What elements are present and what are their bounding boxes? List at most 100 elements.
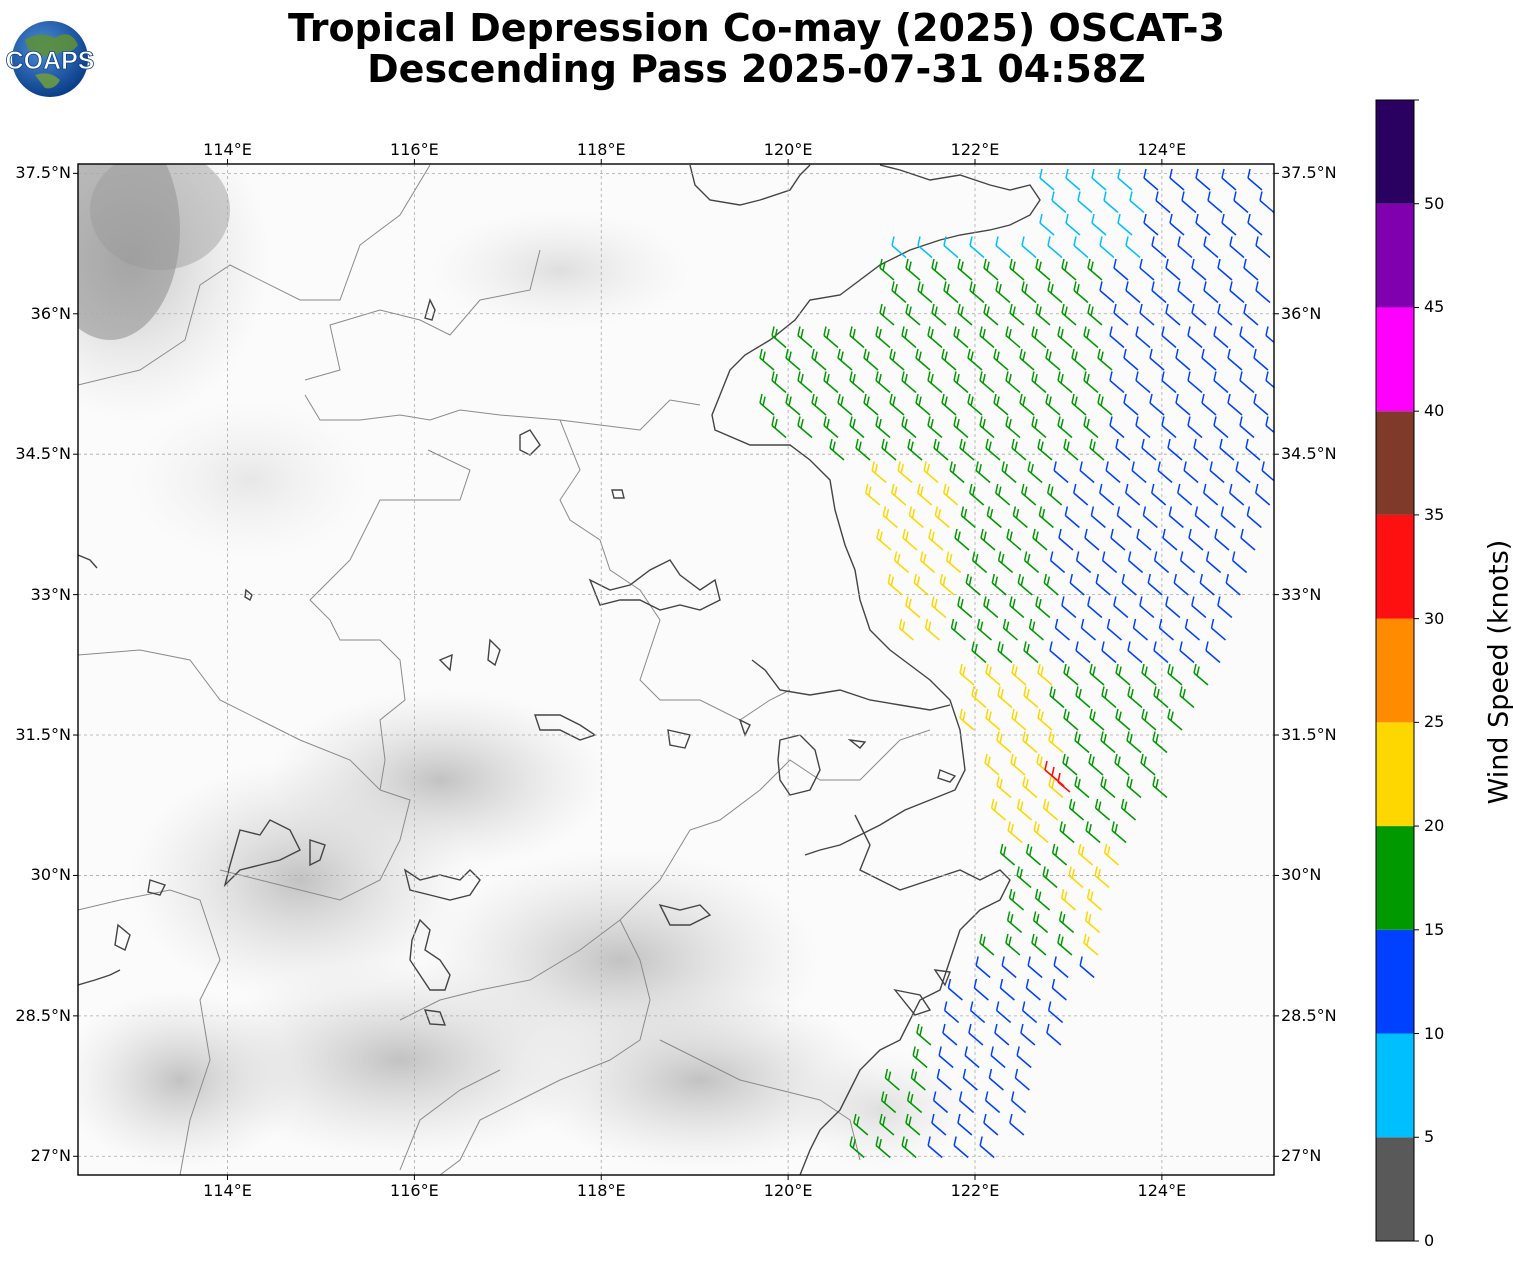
wind-barb [901,416,917,439]
wind-barb [947,978,963,1001]
wind-barb [1255,483,1271,506]
wind-barb [1009,1113,1025,1136]
wind-barb [797,326,813,349]
wind-barb [1173,573,1189,596]
lat-tick-label-right: 37.5°N [1281,163,1337,183]
wind-barb [871,461,887,484]
wind-barb [1073,236,1089,259]
wind-barb [1087,258,1103,281]
wind-barb [875,326,891,349]
wind-barb [1179,686,1195,709]
wind-barb [999,843,1016,866]
wind-barb [1058,911,1075,934]
wind-barb [957,303,973,326]
wind-barb [927,1136,943,1159]
wind-barb [913,573,929,596]
wind-barb [1191,258,1207,281]
wind-barb [1117,213,1133,236]
wind-barb [1039,213,1055,236]
wind-barb [1229,236,1245,259]
wind-barb [1175,348,1191,371]
wind-barb [1217,258,1233,281]
wind-barb [959,708,975,731]
colorbar-tick-label: 5 [1424,1127,1435,1147]
wind-barb [950,618,966,641]
wind-barb [932,1091,949,1114]
wind-barb [1049,686,1065,709]
wind-barb [975,956,991,979]
wind-barb [1135,371,1151,394]
wind-barb [1179,551,1196,574]
wind-barb [829,438,845,461]
wind-barb [1028,618,1044,641]
wind-barb [1161,371,1177,394]
lon-tick-label-bottom: 122°E [950,1181,1000,1200]
wind-barb [1265,416,1274,434]
wind-barb [1169,168,1185,191]
wind-barb [994,1023,1010,1046]
wind-barb [1012,506,1028,529]
wind-barb [1139,596,1155,619]
wind-barb [1214,528,1230,551]
wind-barb [1188,528,1204,551]
wind-barb [1109,326,1125,349]
wind-barb [1151,483,1167,506]
wind-barb [995,483,1011,506]
wind-barb [759,348,775,371]
colorbar-tick-label: 0 [1424,1231,1435,1250]
wind-barb [1001,956,1017,979]
wind-barb [957,1113,973,1136]
province-borders [78,164,931,1175]
wind-barb [1073,483,1089,506]
colorbar-tick-label: 35 [1424,504,1445,524]
wind-barb [1089,663,1105,686]
lon-tick-label-top: 120°E [763,140,813,159]
wind-barb [849,1136,865,1159]
wind-barb [1175,393,1191,416]
wind-barb [983,1113,999,1136]
wind-barb [1265,326,1274,344]
wind-barb [1084,911,1101,934]
wind-barb [1019,348,1035,371]
lat-tick-label-right: 33°N [1281,584,1322,604]
wind-barb [1126,731,1142,754]
wind-barb [953,416,969,439]
wind-barb [1068,866,1084,889]
wind-barb [1235,461,1251,484]
lat-tick-label-left: 34.5°N [15,444,71,464]
wind-barb [1195,213,1211,236]
wind-barb [967,393,983,416]
wind-barb [986,506,1002,529]
wind-barb [1075,686,1091,709]
wind-barb [995,1001,1012,1024]
wind-barb [1147,573,1163,596]
wind-barb [942,1023,958,1046]
lon-tick-label-bottom: 120°E [763,1181,813,1200]
wind-barb [1048,776,1064,799]
wind-barb [954,528,970,551]
colorbar-tick-label: 30 [1424,608,1445,628]
wind-barb [1007,821,1023,844]
wind-barb [993,393,1009,416]
wind-barb [917,236,933,259]
wind-barb [1089,708,1105,731]
wind-barb [917,483,933,506]
wind-barb [1113,258,1129,281]
colorbar-bin [1376,307,1414,412]
wind-barb [797,416,813,439]
wind-barb [931,1113,947,1136]
wind-barb [1037,663,1053,686]
lat-tick-label-left: 37.5°N [15,163,71,183]
wind-barb [1143,168,1159,191]
wind-barb [971,686,987,709]
wind-barb [1187,371,1203,394]
wind-barb [1239,326,1255,349]
chart-title-line2: Descending Pass 2025-07-31 04:58Z [367,47,1146,91]
wind-barb [1205,641,1221,664]
wind-barb [1021,236,1037,259]
colorbar-bin [1376,826,1414,930]
wind-barb [1179,641,1195,664]
wind-barb [979,371,995,394]
wind-barb [1127,686,1143,709]
wind-barb [1213,416,1229,439]
